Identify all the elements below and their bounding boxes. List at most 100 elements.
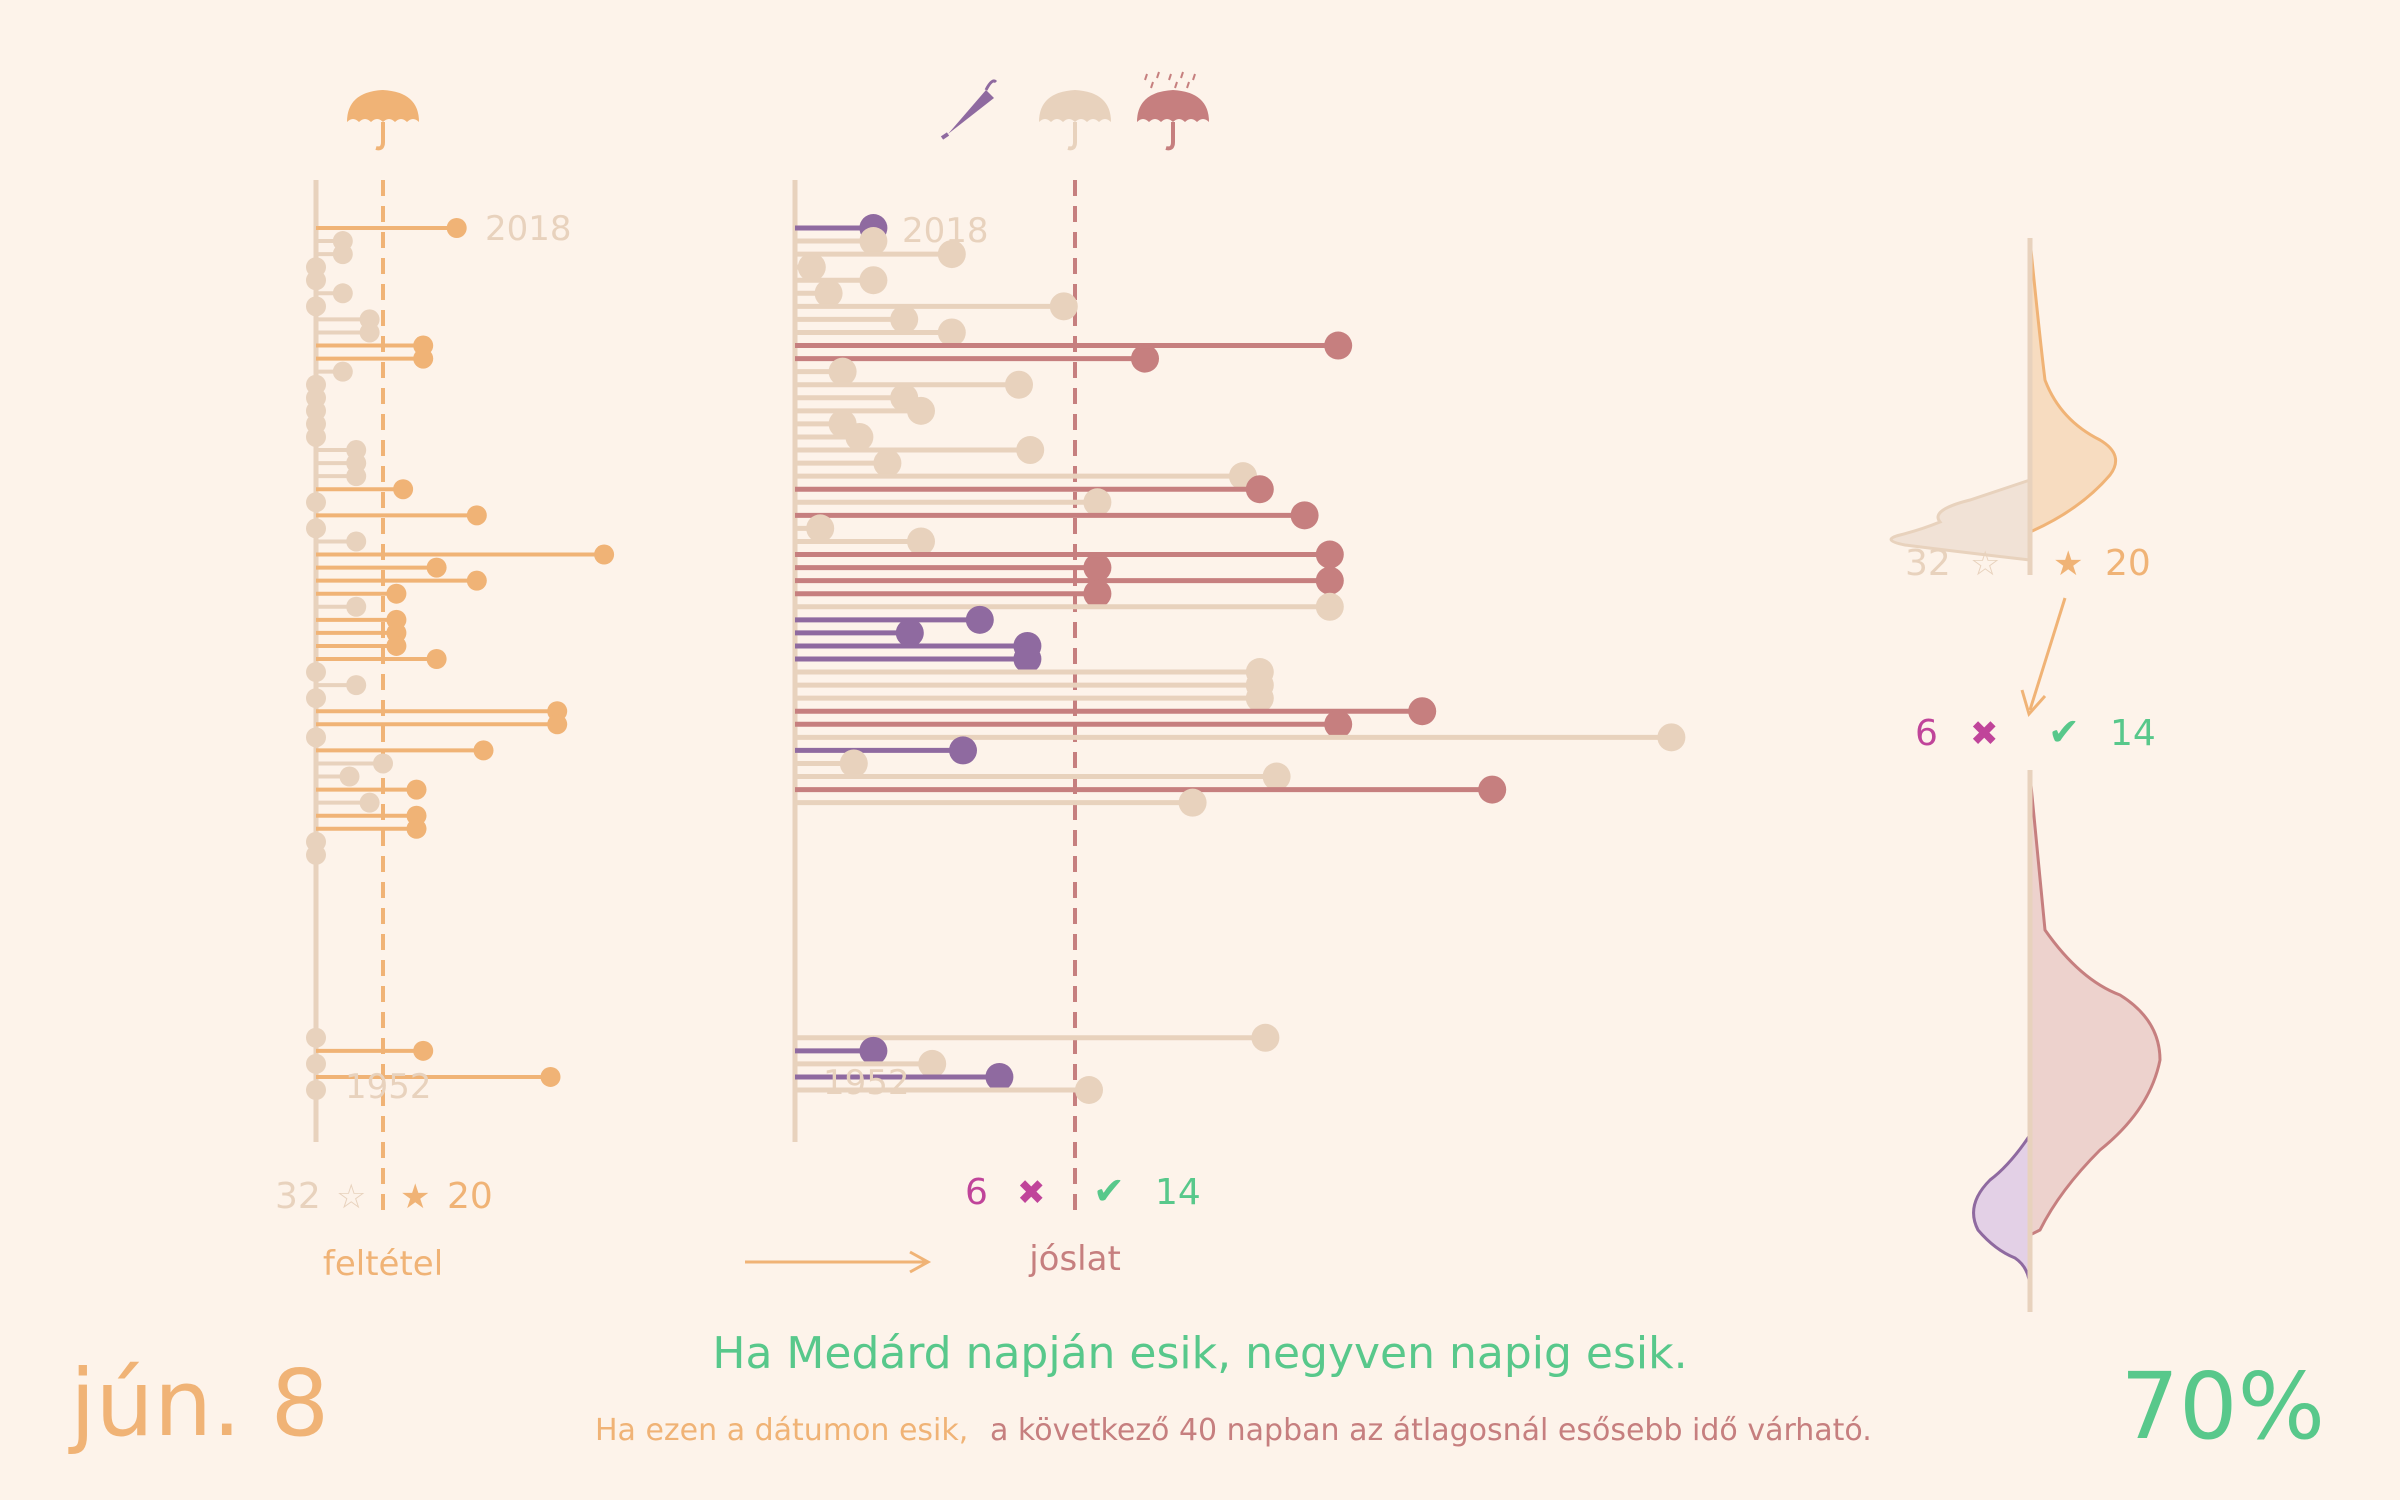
dist-star-filled-icon: ★	[2053, 544, 2083, 584]
umbrella-rain-icon	[1137, 71, 1209, 151]
forecast-point	[1075, 1076, 1103, 1104]
condition-point	[306, 662, 326, 683]
condition-point	[346, 466, 367, 487]
condition-point	[339, 766, 360, 787]
condition-point	[473, 740, 494, 761]
forecast-point	[1478, 775, 1507, 804]
forecast-point	[814, 279, 843, 308]
star-filled-icon: ★	[400, 1177, 430, 1217]
forecast-point	[937, 318, 966, 347]
dist-cross-icon: ✖	[1970, 714, 1999, 754]
condition-point	[426, 557, 447, 578]
condition-point	[332, 361, 353, 382]
forecast-point	[828, 357, 857, 386]
condition-point	[446, 218, 467, 238]
forecast-point	[873, 449, 902, 478]
condition-point	[306, 270, 326, 291]
forecast-point	[985, 1062, 1014, 1091]
forecast-point	[1290, 501, 1319, 530]
check-icon: ✔	[1093, 1169, 1125, 1213]
condition-point	[332, 244, 353, 265]
condition-point	[306, 296, 326, 317]
percent-label: 70%	[2121, 1353, 2325, 1460]
forecast-year-bottom: 1952	[823, 1063, 910, 1103]
forecast-caption: jóslat	[1028, 1239, 1121, 1279]
umbrella-icon	[347, 90, 419, 151]
dist-check-icon: ✔	[2048, 710, 2080, 754]
condition-point	[346, 531, 367, 552]
condition-panel: 2018 1952	[306, 90, 615, 1212]
condition-point	[306, 1053, 326, 1074]
condition-point	[359, 792, 380, 813]
condition-point	[306, 688, 326, 709]
forecast-point	[1245, 684, 1274, 713]
forecast-point	[797, 253, 826, 282]
condition-year-top: 2018	[485, 209, 572, 249]
forecast-year-top: 2018	[902, 211, 989, 251]
condition-point	[386, 583, 407, 604]
condition-point	[359, 322, 380, 343]
condition-point	[466, 570, 487, 591]
forecast-point	[1245, 475, 1274, 504]
flow-arrow-icon	[745, 1250, 932, 1274]
condition-point	[306, 426, 326, 447]
wrong-count: 6	[965, 1172, 988, 1213]
forecast-point	[907, 527, 935, 556]
condition-point	[540, 1066, 561, 1087]
forecast-distribution	[1972, 770, 2162, 1312]
condition-point	[386, 635, 407, 656]
condition-point	[426, 649, 447, 669]
condition-point	[306, 492, 326, 513]
forecast-point	[859, 227, 888, 256]
condition-point	[306, 1027, 326, 1048]
rainy-count: 20	[447, 1176, 493, 1217]
forecast-point	[949, 736, 977, 765]
condition-point	[306, 727, 326, 748]
dist-correct-count: 14	[2110, 713, 2156, 754]
condition-point	[306, 1080, 326, 1100]
forecast-point	[859, 1036, 888, 1065]
forecast-point	[1315, 566, 1344, 595]
forecast-point	[1251, 1023, 1280, 1052]
umbrella-normal-icon	[1039, 90, 1111, 151]
forecast-point	[907, 396, 935, 425]
subtitle-forecast: a következő 40 napban az átlagosnál esős…	[990, 1413, 1872, 1448]
condition-point	[594, 544, 615, 565]
forecast-point	[918, 1049, 947, 1078]
forecast-point	[890, 305, 919, 334]
forecast-point	[806, 514, 835, 543]
forecast-point	[845, 422, 874, 451]
subtitle-condition: Ha ezen a dátumon esik,	[595, 1413, 968, 1448]
condition-distribution	[1889, 238, 2118, 575]
forecast-point	[1005, 370, 1033, 399]
condition-point	[346, 596, 367, 617]
date-label: jún. 8	[68, 1350, 329, 1457]
forecast-point	[1324, 331, 1353, 360]
forecast-point	[1408, 697, 1437, 726]
forecast-point	[1083, 553, 1112, 582]
forecast-panel: 2018 1952	[792, 71, 1686, 1212]
condition-caption: feltétel	[323, 1244, 443, 1284]
condition-marks	[306, 218, 615, 1100]
forecast-point	[937, 240, 966, 269]
forecast-point	[1315, 540, 1344, 569]
condition-point	[306, 844, 326, 865]
condition-point	[373, 753, 393, 774]
forecast-point	[1131, 344, 1159, 373]
forecast-point	[1324, 710, 1353, 739]
condition-point	[406, 818, 427, 839]
condition-point	[332, 283, 353, 304]
forecast-point	[965, 605, 994, 634]
forecast-point	[1083, 488, 1112, 517]
forecast-point	[859, 266, 888, 295]
forecast-point	[895, 618, 924, 647]
forecast-point	[1262, 762, 1291, 791]
condition-point	[406, 779, 427, 800]
distribution-arrow-icon	[2020, 597, 2067, 718]
cross-icon: ✖	[1017, 1173, 1046, 1213]
dist-star-empty-icon: ☆	[1970, 544, 2000, 584]
not-rainy-count: 32	[275, 1176, 321, 1217]
dist-rainy-count: 20	[2105, 543, 2151, 584]
condition-point	[547, 714, 568, 735]
